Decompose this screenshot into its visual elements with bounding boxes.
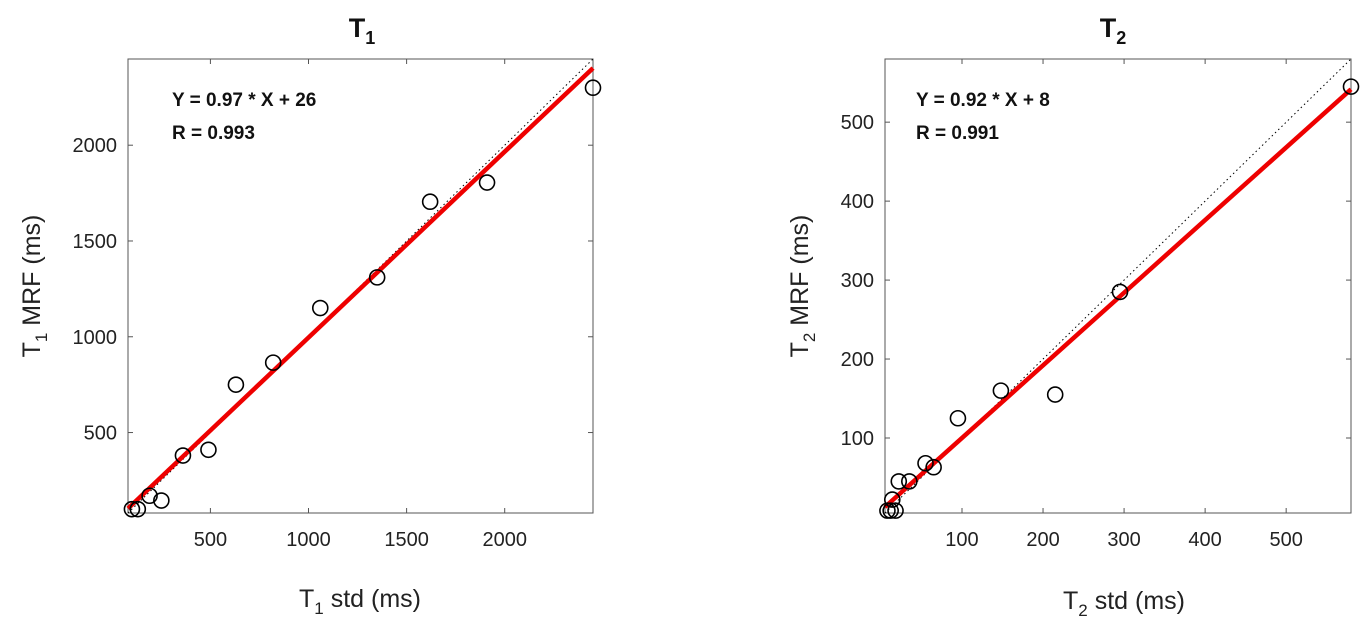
t2-data-point bbox=[1111, 283, 1129, 301]
t1-y-axis-label: T1 MRF (ms) bbox=[18, 215, 51, 358]
t1-data-point bbox=[368, 269, 386, 286]
t1-y-ticks: 500 1000 1500 2000 bbox=[73, 135, 593, 445]
t2-panel: T2 100 200 300 400 500 100 200 300 400 500 Y = 0… bbox=[786, 13, 1360, 620]
t2-lines bbox=[883, 58, 1353, 514]
t2-data-point bbox=[917, 454, 934, 472]
t1-data-point bbox=[478, 174, 496, 191]
t1-data-point bbox=[141, 487, 158, 505]
t1-x-ticks: 500 1000 1500 2000 bbox=[194, 59, 527, 551]
t2-correlation: R = 0.991 bbox=[916, 123, 999, 144]
t1-fit-equation: Y = 0.97 * X + 26 bbox=[172, 90, 316, 111]
t1-correlation: R = 0.993 bbox=[172, 123, 255, 144]
t2-x-ticks: 100 200 300 400 500 bbox=[945, 59, 1303, 551]
t1-x-tick-label: 2000 bbox=[482, 529, 527, 551]
t1-panel: T1 500 1000 1500 2000 500 1000 1500 2000 Y = 0… bbox=[18, 13, 602, 618]
t1-data-point bbox=[174, 447, 192, 464]
t2-x-tick-label: 200 bbox=[1026, 529, 1059, 551]
t2-x-axis-label: T2 std (ms) bbox=[1063, 587, 1185, 620]
t1-x-axis-label: T1 std (ms) bbox=[299, 585, 421, 618]
t1-data-point bbox=[200, 441, 217, 459]
t2-title: T2 bbox=[1100, 13, 1127, 48]
t1-data-point bbox=[421, 193, 439, 211]
t1-data-point bbox=[264, 354, 282, 371]
t1-x-tick-label: 500 bbox=[194, 529, 227, 551]
t1-title: T1 bbox=[349, 13, 376, 48]
t1-data-point bbox=[311, 299, 329, 317]
t1-points bbox=[123, 79, 602, 518]
t1-data-point bbox=[227, 376, 245, 393]
t1-y-tick-label: 2000 bbox=[73, 135, 118, 157]
t2-y-ticks: 100 200 300 400 500 bbox=[841, 112, 1351, 450]
t1-data-point bbox=[123, 500, 141, 518]
t1-y-tick-label: 1000 bbox=[73, 327, 118, 349]
t2-data-point bbox=[949, 409, 967, 427]
t2-fit-equation: Y = 0.92 * X + 8 bbox=[916, 90, 1050, 111]
t2-y-tick-label: 500 bbox=[841, 112, 874, 134]
t2-plot-area bbox=[884, 58, 1352, 514]
t2-data-point bbox=[1046, 386, 1064, 403]
t1-lines bbox=[126, 58, 595, 514]
t2-y-tick-label: 200 bbox=[841, 349, 874, 371]
t2-x-tick-label: 400 bbox=[1188, 529, 1221, 551]
t2-data-point bbox=[1342, 78, 1360, 95]
t1-x-tick-label: 1500 bbox=[384, 529, 429, 551]
t2-data-point bbox=[992, 382, 1010, 399]
t2-x-tick-label: 500 bbox=[1269, 529, 1302, 551]
t2-y-tick-label: 100 bbox=[841, 428, 874, 450]
t2-x-tick-label: 300 bbox=[1107, 529, 1140, 551]
t2-x-tick-label: 100 bbox=[945, 529, 978, 551]
t2-data-point bbox=[890, 473, 908, 490]
t2-y-axis-label: T2 MRF (ms) bbox=[786, 215, 819, 358]
t2-y-tick-label: 400 bbox=[841, 191, 874, 213]
t1-fit-line bbox=[126, 66, 595, 511]
t1-data-point bbox=[129, 500, 147, 518]
t2-data-point bbox=[887, 502, 904, 519]
t1-plot-area bbox=[127, 58, 594, 514]
t2-data-point bbox=[882, 502, 899, 519]
t1-y-tick-label: 500 bbox=[84, 423, 117, 445]
t2-data-point bbox=[901, 473, 918, 490]
t2-y-tick-label: 300 bbox=[841, 270, 874, 292]
t2-fit-line bbox=[883, 87, 1353, 509]
t1-data-point bbox=[584, 79, 602, 97]
t2-data-point bbox=[925, 458, 942, 476]
t1-x-tick-label: 1000 bbox=[286, 529, 331, 551]
t1-y-tick-label: 1500 bbox=[73, 231, 118, 253]
t1-data-point bbox=[153, 492, 170, 509]
t2-data-point bbox=[883, 491, 901, 508]
t2-points bbox=[879, 78, 1360, 519]
